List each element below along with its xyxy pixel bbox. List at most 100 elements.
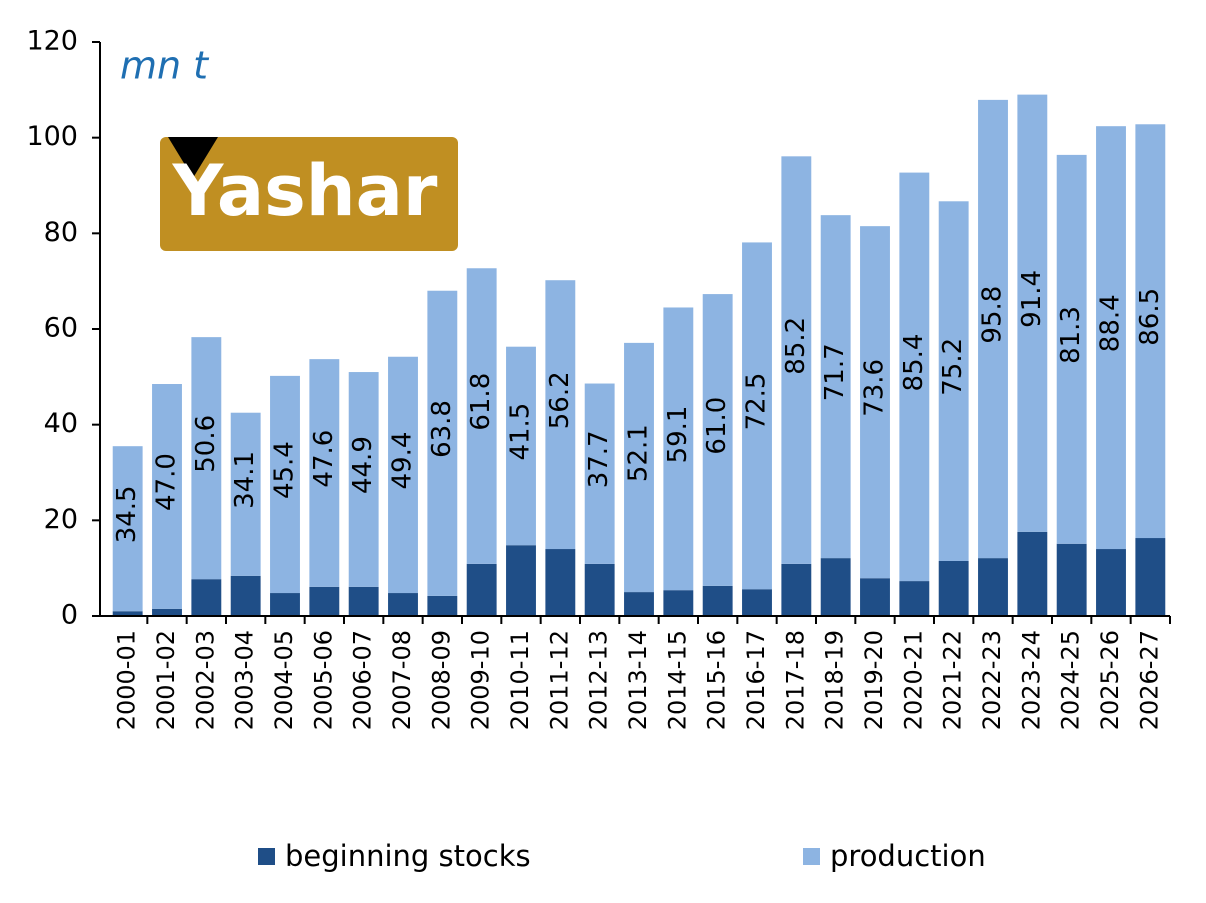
data-label: 49.4 xyxy=(388,432,418,490)
bar-segment xyxy=(427,595,458,616)
bar-segment xyxy=(1017,531,1048,616)
bar-segment xyxy=(978,558,1008,616)
x-tick-label: 2013-14 xyxy=(624,630,652,730)
x-tick-label: 2026-27 xyxy=(1135,630,1163,730)
bar-segment xyxy=(1135,124,1166,539)
x-tick-label: 2006-07 xyxy=(349,630,377,730)
data-label: 47.0 xyxy=(152,453,182,511)
x-tick-label: 2017-18 xyxy=(781,630,809,730)
bar-segment xyxy=(348,372,379,587)
bar-segment xyxy=(388,356,418,594)
bar-segment xyxy=(624,342,654,593)
y-tick-label: 120 xyxy=(26,26,78,57)
x-tick-label: 2000-01 xyxy=(113,630,141,730)
bar-segment xyxy=(466,268,497,564)
data-label: 61.8 xyxy=(466,373,496,431)
bar-segment xyxy=(584,563,615,616)
bar-segment xyxy=(820,215,851,559)
data-label: 44.9 xyxy=(348,436,378,494)
bar-segment xyxy=(860,226,890,579)
bar-segment xyxy=(663,307,694,591)
data-label: 56.2 xyxy=(545,371,575,429)
bar-segment xyxy=(702,294,733,586)
bar-segment xyxy=(742,242,772,590)
bar-segment xyxy=(1056,543,1087,616)
y-tick-label: 100 xyxy=(26,121,78,152)
bar-segment xyxy=(742,589,772,616)
bar-segment xyxy=(1135,538,1166,616)
data-label: 59.1 xyxy=(663,406,693,464)
bar-segment xyxy=(191,579,222,616)
data-label: 75.2 xyxy=(938,338,968,396)
x-tick-label: 2019-20 xyxy=(860,630,888,730)
bar-segment xyxy=(663,590,694,616)
bar-segment xyxy=(309,586,340,616)
data-label: 71.7 xyxy=(820,343,850,401)
bar-segment xyxy=(584,383,615,564)
legend-swatch xyxy=(803,848,820,865)
x-tick-label: 2021-22 xyxy=(939,630,967,730)
data-label: 45.4 xyxy=(270,441,300,499)
watermark: Yashar xyxy=(172,150,438,232)
bar-segment xyxy=(860,578,890,616)
bar-segment xyxy=(624,592,654,616)
bar-segment xyxy=(230,575,261,616)
x-tick-label: 2023-24 xyxy=(1017,630,1045,730)
data-label: 52.1 xyxy=(624,424,654,482)
bar-segment xyxy=(781,156,812,564)
data-label: 34.5 xyxy=(112,485,142,543)
data-label: 34.1 xyxy=(230,451,260,509)
x-tick-label: 2008-09 xyxy=(427,630,455,730)
bar-segment xyxy=(112,611,143,616)
x-tick-label: 2024-25 xyxy=(1057,630,1085,730)
x-tick-label: 2007-08 xyxy=(388,630,416,730)
x-tick-label: 2005-06 xyxy=(309,630,337,730)
bar-segment xyxy=(506,545,536,616)
bar-segment xyxy=(506,346,536,546)
legend-label: beginning stocks xyxy=(285,839,531,873)
y-tick-label: 40 xyxy=(44,408,78,439)
bar-segment xyxy=(309,359,340,587)
data-label: 50.6 xyxy=(191,415,221,473)
x-tick-label: 2002-03 xyxy=(191,630,219,730)
data-label: 91.4 xyxy=(1017,270,1047,328)
bar-segment xyxy=(348,586,379,616)
x-tick-label: 2003-04 xyxy=(231,630,259,730)
legend-swatch xyxy=(258,848,275,865)
x-tick-label: 2022-23 xyxy=(978,630,1006,730)
x-tick-label: 2001-02 xyxy=(152,630,180,730)
x-tick-label: 2016-17 xyxy=(742,630,770,730)
bar-segment xyxy=(702,585,733,616)
bar-segment xyxy=(112,446,143,612)
x-tick-label: 2009-10 xyxy=(467,630,495,730)
data-label: 72.5 xyxy=(742,373,772,431)
x-tick-label: 2018-19 xyxy=(821,630,849,730)
bar-segment xyxy=(152,384,182,609)
data-label: 63.8 xyxy=(427,400,457,458)
data-label: 81.3 xyxy=(1056,306,1086,364)
data-label: 73.6 xyxy=(860,359,890,417)
data-label: 86.5 xyxy=(1135,288,1165,346)
watermark-box xyxy=(160,137,458,251)
watermark-icon xyxy=(168,137,218,178)
data-label: 47.6 xyxy=(309,430,339,488)
bar-segment xyxy=(899,172,930,582)
bar-segment xyxy=(466,563,497,616)
bar-segment xyxy=(1096,549,1126,616)
y-tick-label: 20 xyxy=(44,504,78,535)
bar-segment xyxy=(545,549,576,616)
bar-segment xyxy=(1096,126,1126,550)
bar-segment xyxy=(191,337,222,580)
data-label: 41.5 xyxy=(506,403,536,461)
data-label: 61.0 xyxy=(702,397,732,455)
x-tick-label: 2020-21 xyxy=(899,630,927,730)
x-tick-label: 2004-05 xyxy=(270,630,298,730)
unit-label: mn t xyxy=(120,44,210,88)
bar-segment xyxy=(427,290,458,596)
bar-segment xyxy=(938,201,969,561)
data-label: 88.4 xyxy=(1096,294,1126,352)
x-tick-label: 2010-11 xyxy=(506,630,534,730)
bar-segment xyxy=(781,563,812,616)
bar-segment xyxy=(230,412,261,576)
